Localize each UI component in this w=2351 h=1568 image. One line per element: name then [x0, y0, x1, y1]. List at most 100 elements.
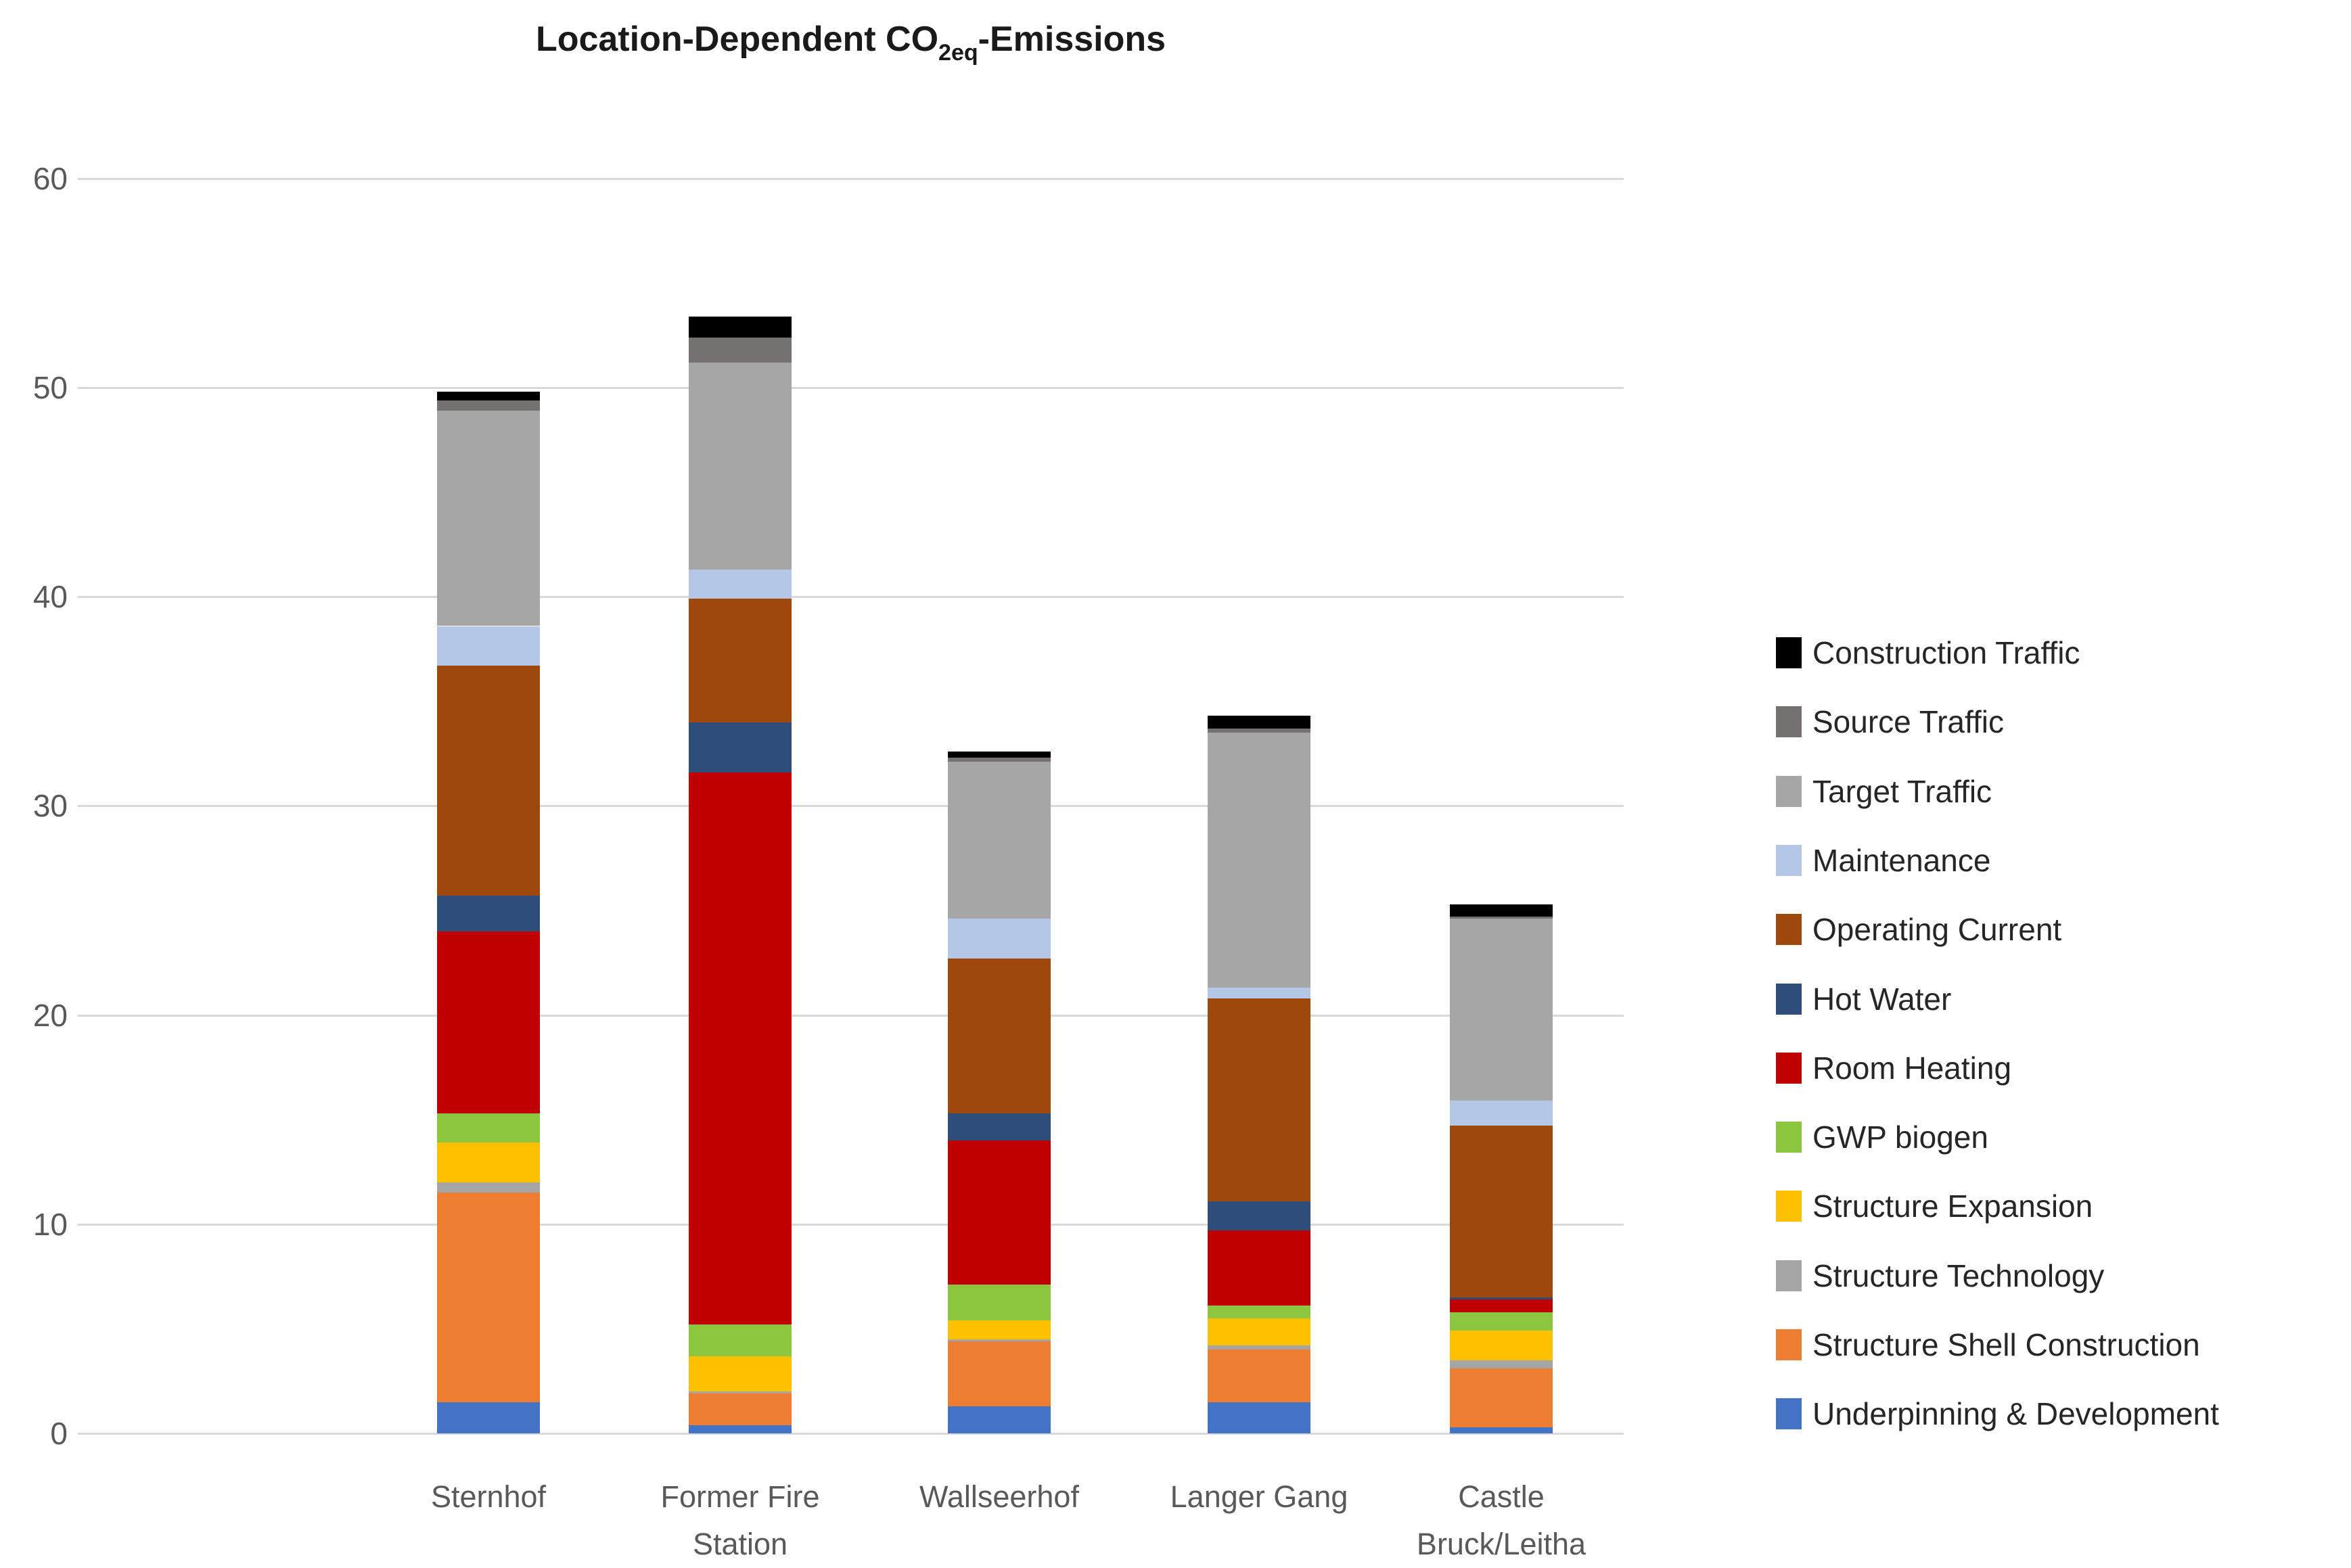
legend-label-underpinning-development: Underpinning & Development: [1812, 1396, 2219, 1432]
bar-segment-langer-gang-structure-technology: [1208, 1345, 1310, 1350]
legend-swatch-gwp-biogen: [1776, 1122, 1802, 1153]
legend-item-gwp-biogen: GWP biogen: [1776, 1113, 1988, 1161]
bar-segment-sternhof-construction-traffic: [437, 392, 540, 400]
bar-segment-sternhof-underpinning-development: [437, 1402, 540, 1433]
bar-segment-wallseerhof-target-traffic: [948, 762, 1051, 919]
bar-segment-former-fire-station-structure-shell-construction: [689, 1393, 792, 1425]
y-tick-label-40: 40: [32, 579, 68, 615]
bar-segment-castle-bruck-leitha-operating-current: [1450, 1126, 1553, 1298]
bar-segment-langer-gang-source-traffic: [1208, 729, 1310, 733]
x-label-line: Sternhof: [430, 1479, 547, 1514]
bar-segment-langer-gang-structure-expansion: [1208, 1318, 1310, 1346]
legend-swatch-maintenance: [1776, 844, 1802, 876]
bar-segment-langer-gang-maintenance: [1208, 988, 1310, 998]
bar-segment-langer-gang-gwp-biogen: [1208, 1306, 1310, 1318]
bar-castle-bruck-leitha: [1450, 904, 1553, 1433]
legend-item-underpinning-development: Underpinning & Development: [1776, 1390, 2219, 1437]
legend-swatch-hot-water: [1776, 983, 1802, 1015]
bar-segment-sternhof-structure-expansion: [437, 1143, 540, 1182]
legend-label-structure-expansion: Structure Expansion: [1812, 1189, 2093, 1224]
chart-title-suffix: -Emissions: [978, 20, 1166, 59]
legend-label-structure-technology: Structure Technology: [1812, 1258, 2105, 1293]
legend-label-target-traffic: Target Traffic: [1812, 773, 1992, 809]
x-label-line: Wallseerhof: [919, 1479, 1079, 1514]
bar-segment-sternhof-hot-water: [437, 896, 540, 931]
bar-segment-wallseerhof-source-traffic: [948, 758, 1051, 762]
legend-label-construction-traffic: Construction Traffic: [1812, 635, 2080, 670]
x-label-wallseerhof: Wallseerhof: [919, 1473, 1079, 1521]
bar-segment-castle-bruck-leitha-room-heating: [1450, 1299, 1553, 1312]
legend-swatch-room-heating: [1776, 1052, 1802, 1084]
y-tick-label-50: 50: [32, 370, 68, 405]
chart-title-subscript: 2eq: [938, 40, 978, 66]
bar-segment-sternhof-operating-current: [437, 666, 540, 896]
gridline-y-60: [78, 177, 1624, 180]
bar-segment-former-fire-station-structure-expansion: [689, 1356, 792, 1392]
bar-segment-wallseerhof-gwp-biogen: [948, 1285, 1051, 1321]
bar-segment-former-fire-station-hot-water: [689, 722, 792, 773]
bar-langer-gang: [1208, 716, 1310, 1433]
bar-segment-castle-bruck-leitha-structure-technology: [1450, 1360, 1553, 1369]
bar-segment-castle-bruck-leitha-target-traffic: [1450, 919, 1553, 1101]
gridline-y-20: [78, 1014, 1624, 1017]
bar-segment-wallseerhof-operating-current: [948, 959, 1051, 1113]
bar-segment-langer-gang-operating-current: [1208, 998, 1310, 1201]
bar-segment-castle-bruck-leitha-source-traffic: [1450, 917, 1553, 919]
bar-segment-former-fire-station-underpinning-development: [689, 1425, 792, 1433]
y-tick-label-60: 60: [32, 160, 68, 196]
bar-segment-sternhof-source-traffic: [437, 400, 540, 411]
gridline-y-40: [78, 596, 1624, 599]
legend-swatch-structure-shell-construction: [1776, 1329, 1802, 1360]
legend-label-maintenance: Maintenance: [1812, 842, 1991, 878]
legend-item-maintenance: Maintenance: [1776, 837, 1990, 884]
y-tick-label-20: 20: [32, 997, 68, 1033]
y-tick-label-30: 30: [32, 788, 68, 824]
x-label-former-fire-station: Former Fire Station: [661, 1473, 820, 1568]
bar-segment-langer-gang-target-traffic: [1208, 733, 1310, 988]
bar-segment-sternhof-maintenance: [437, 626, 540, 666]
bar-segment-langer-gang-structure-shell-construction: [1208, 1350, 1310, 1402]
legend-swatch-source-traffic: [1776, 706, 1802, 738]
legend-item-structure-expansion: Structure Expansion: [1776, 1182, 2093, 1230]
legend-swatch-structure-technology: [1776, 1260, 1802, 1291]
gridline-y-0: [78, 1433, 1624, 1435]
bar-segment-sternhof-target-traffic: [437, 411, 540, 626]
bar-segment-wallseerhof-hot-water: [948, 1113, 1051, 1141]
bar-sternhof: [437, 392, 540, 1433]
bar-segment-wallseerhof-room-heating: [948, 1140, 1051, 1285]
bar-segment-wallseerhof-construction-traffic: [948, 752, 1051, 758]
x-label-line: Castle: [1458, 1479, 1545, 1514]
legend-label-hot-water: Hot Water: [1812, 981, 1952, 1017]
bar-segment-former-fire-station-source-traffic: [689, 337, 792, 363]
bar-segment-former-fire-station-operating-current: [689, 599, 792, 722]
bar-segment-castle-bruck-leitha-structure-shell-construction: [1450, 1368, 1553, 1427]
bar-segment-castle-bruck-leitha-underpinning-development: [1450, 1427, 1553, 1433]
legend-swatch-target-traffic: [1776, 775, 1802, 807]
gridline-y-30: [78, 805, 1624, 808]
x-label-line: Former Fire: [660, 1479, 820, 1514]
y-tick-label-0: 0: [50, 1416, 68, 1451]
bar-segment-langer-gang-hot-water: [1208, 1201, 1310, 1231]
bar-segment-former-fire-station-structure-technology: [689, 1391, 792, 1394]
bar-segment-former-fire-station-room-heating: [689, 772, 792, 1325]
chart-title-prefix: Location-Dependent CO: [535, 20, 939, 59]
legend-item-room-heating: Room Heating: [1776, 1044, 2011, 1092]
bar-segment-sternhof-structure-shell-construction: [437, 1193, 540, 1402]
bar-segment-sternhof-structure-technology: [437, 1182, 540, 1193]
legend-swatch-operating-current: [1776, 914, 1802, 946]
legend-item-construction-traffic: Construction Traffic: [1776, 629, 2080, 676]
bar-segment-castle-bruck-leitha-hot-water: [1450, 1297, 1553, 1300]
bar-segment-langer-gang-underpinning-development: [1208, 1402, 1310, 1433]
gridline-y-50: [78, 387, 1624, 389]
legend-item-structure-shell-construction: Structure Shell Construction: [1776, 1321, 2200, 1368]
y-tick-label-10: 10: [32, 1206, 68, 1242]
bar-segment-wallseerhof-structure-expansion: [948, 1320, 1051, 1339]
bar-segment-castle-bruck-leitha-gwp-biogen: [1450, 1312, 1553, 1331]
bar-segment-wallseerhof-structure-technology: [948, 1339, 1051, 1341]
legend-swatch-construction-traffic: [1776, 637, 1802, 668]
legend-label-room-heating: Room Heating: [1812, 1050, 2012, 1086]
x-label-castle-bruck-leitha: Castle Bruck/Leitha: [1417, 1473, 1586, 1568]
legend-swatch-structure-expansion: [1776, 1191, 1802, 1222]
legend-label-structure-shell-construction: Structure Shell Construction: [1812, 1327, 2200, 1362]
